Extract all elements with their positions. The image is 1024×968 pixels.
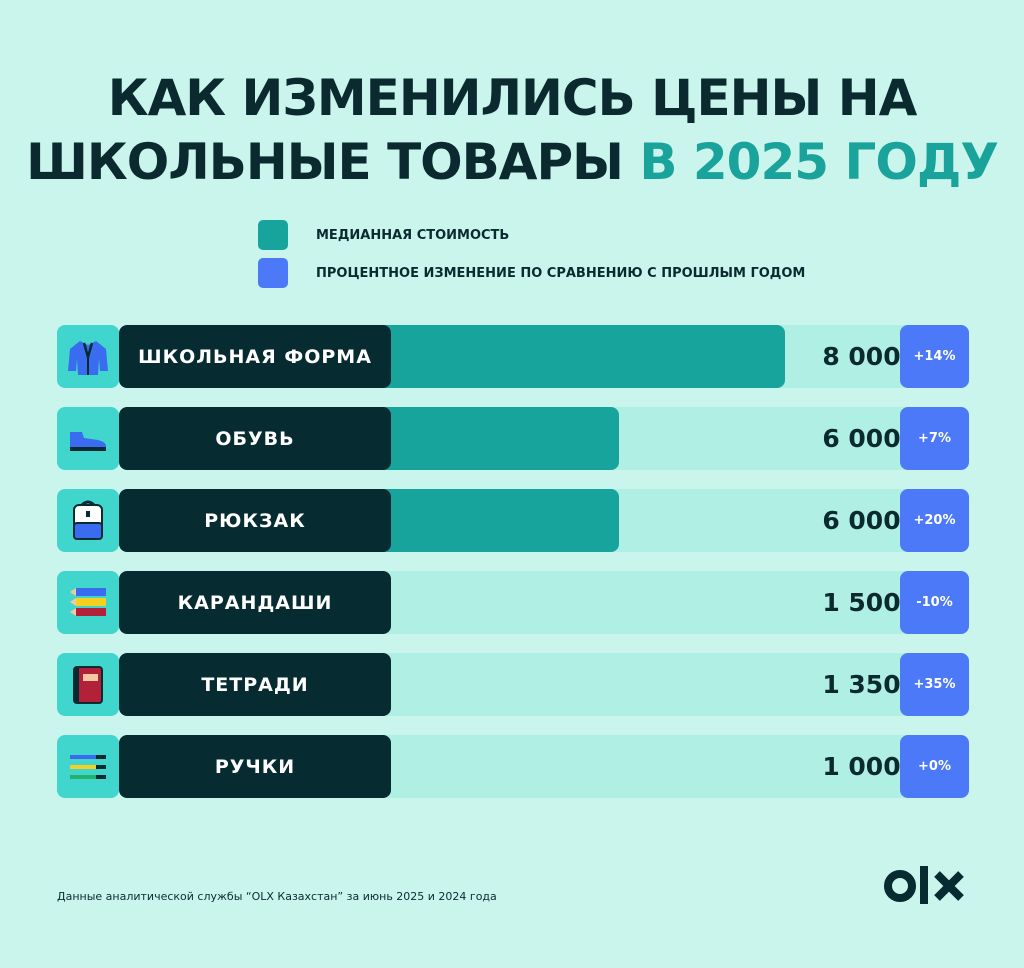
title-line-2: ШКОЛЬНЫЕ ТОВАРЫ В 2025 ГОДУ (0, 130, 1024, 194)
title-line-2-highlight: В 2025 ГОДУ (639, 133, 999, 191)
legend-label-percent: ПРОЦЕНТНОЕ ИЗМЕНЕНИЕ ПО СРАВНЕНИЮ С ПРОШ… (316, 265, 806, 281)
bar-track: РЮКЗАК 6 000₸ (119, 489, 952, 552)
category-label: КАРАНДАШИ (119, 571, 391, 634)
page-title: КАК ИЗМЕНИЛИСЬ ЦЕНЫ НА ШКОЛЬНЫЕ ТОВАРЫ В… (0, 66, 1024, 194)
bar-track: ОБУВЬ 6 000₸ (119, 407, 952, 470)
percent-change-badge: +35% (900, 653, 969, 716)
bar-row: ШКОЛЬНАЯ ФОРМА 8 000₸ +14% (57, 325, 969, 388)
percent-change-badge: +14% (900, 325, 969, 388)
legend-label-median: МЕДИАННАЯ СТОИМОСТЬ (316, 227, 510, 243)
bar-row: РЮКЗАК 6 000₸ +20% (57, 489, 969, 552)
notebook-icon (57, 653, 119, 716)
category-label: РУЧКИ (119, 735, 391, 798)
category-label: РЮКЗАК (119, 489, 391, 552)
bar-row: ОБУВЬ 6 000₸ +7% (57, 407, 969, 470)
title-line-2-prefix: ШКОЛЬНЫЕ ТОВАРЫ (26, 133, 624, 191)
legend-item-percent: ПРОЦЕНТНОЕ ИЗМЕНЕНИЕ ПО СРАВНЕНИЮ С ПРОШ… (258, 256, 805, 290)
bar-track: РУЧКИ 1 000₸ (119, 735, 952, 798)
pencils-icon (57, 571, 119, 634)
bar-track: КАРАНДАШИ 1 500₸ (119, 571, 952, 634)
legend-item-median: МЕДИАННАЯ СТОИМОСТЬ (258, 218, 805, 252)
percent-change-badge: +7% (900, 407, 969, 470)
percent-change-badge: +0% (900, 735, 969, 798)
category-label: ТЕТРАДИ (119, 653, 391, 716)
bar-row: КАРАНДАШИ 1 500₸ -10% (57, 571, 969, 634)
olx-logo (883, 860, 969, 910)
footnote: Данные аналитической службы “OLX Казахст… (57, 890, 497, 903)
bar-row: РУЧКИ 1 000₸ +0% (57, 735, 969, 798)
backpack-icon (57, 489, 119, 552)
title-line-1: КАК ИЗМЕНИЛИСЬ ЦЕНЫ НА (107, 69, 918, 127)
category-label: ШКОЛЬНАЯ ФОРМА (119, 325, 391, 388)
legend-swatch-percent (258, 258, 288, 288)
bar-track: ТЕТРАДИ 1 350₸ (119, 653, 952, 716)
percent-change-badge: -10% (900, 571, 969, 634)
pens-icon (57, 735, 119, 798)
category-label: ОБУВЬ (119, 407, 391, 470)
jacket-icon (57, 325, 119, 388)
bar-track: ШКОЛЬНАЯ ФОРМА 8 000₸ (119, 325, 952, 388)
percent-change-badge: +20% (900, 489, 969, 552)
olx-logo-icon (884, 866, 964, 904)
legend: МЕДИАННАЯ СТОИМОСТЬ ПРОЦЕНТНОЕ ИЗМЕНЕНИЕ… (258, 218, 805, 294)
legend-swatch-median (258, 220, 288, 250)
bar-row: ТЕТРАДИ 1 350₸ +35% (57, 653, 969, 716)
shoe-icon (57, 407, 119, 470)
